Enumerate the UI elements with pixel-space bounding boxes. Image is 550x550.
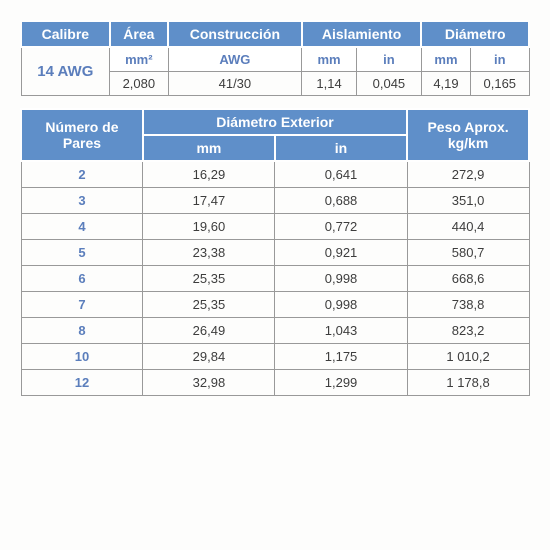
cell-peso: 580,7	[407, 240, 529, 266]
table-row: 725,350,998738,8	[21, 292, 529, 318]
spec-table-2: Número de Pares Diámetro Exterior Peso A…	[20, 108, 530, 396]
cell-in: 0,921	[275, 240, 407, 266]
sub-ais-mm: mm	[302, 47, 357, 72]
sub-diam-mm: mm	[421, 47, 470, 72]
col-pares: Número de Pares	[21, 109, 143, 161]
cell-peso: 738,8	[407, 292, 529, 318]
cell-in: 0,998	[275, 292, 407, 318]
cell-mm: 26,49	[143, 318, 275, 344]
cell-ais-mm: 1,14	[302, 72, 357, 96]
cell-pares: 8	[21, 318, 143, 344]
cell-pares: 6	[21, 266, 143, 292]
cell-peso: 351,0	[407, 188, 529, 214]
sub-in: in	[275, 135, 407, 161]
cell-in: 1,299	[275, 370, 407, 396]
cell-mm: 32,98	[143, 370, 275, 396]
table-row: 826,491,043823,2	[21, 318, 529, 344]
cell-pares: 10	[21, 344, 143, 370]
spec-table-1: Calibre Área Construcción Aislamiento Di…	[20, 20, 530, 96]
cell-construccion: 41/30	[168, 72, 302, 96]
sub-ais-in: in	[356, 47, 421, 72]
col-diam-ext: Diámetro Exterior	[143, 109, 407, 135]
col-area: Área	[110, 21, 168, 47]
col-aislamiento: Aislamiento	[302, 21, 422, 47]
cell-mm: 17,47	[143, 188, 275, 214]
col-calibre: Calibre	[21, 21, 110, 47]
cell-in: 0,688	[275, 188, 407, 214]
table-row: 625,350,998668,6	[21, 266, 529, 292]
cell-calibre: 14 AWG	[21, 47, 110, 96]
cell-in: 0,641	[275, 161, 407, 188]
sub-area: mm²	[110, 47, 168, 72]
cell-mm: 23,38	[143, 240, 275, 266]
cell-diam-mm: 4,19	[421, 72, 470, 96]
cell-pares: 12	[21, 370, 143, 396]
cell-pares: 4	[21, 214, 143, 240]
cell-in: 1,043	[275, 318, 407, 344]
sub-diam-in: in	[471, 47, 529, 72]
cell-pares: 3	[21, 188, 143, 214]
cell-in: 0,998	[275, 266, 407, 292]
sub-mm: mm	[143, 135, 275, 161]
cell-pares: 7	[21, 292, 143, 318]
cell-peso: 1 010,2	[407, 344, 529, 370]
table-row: 317,470,688351,0	[21, 188, 529, 214]
table-row: 216,290,641272,9	[21, 161, 529, 188]
cell-peso: 440,4	[407, 214, 529, 240]
cell-peso: 823,2	[407, 318, 529, 344]
cell-mm: 16,29	[143, 161, 275, 188]
cell-peso: 272,9	[407, 161, 529, 188]
cell-mm: 19,60	[143, 214, 275, 240]
table-row: 523,380,921580,7	[21, 240, 529, 266]
table-row: 419,600,772440,4	[21, 214, 529, 240]
sub-construccion: AWG	[168, 47, 302, 72]
cell-mm: 25,35	[143, 266, 275, 292]
cell-pares: 5	[21, 240, 143, 266]
col-diametro: Diámetro	[421, 21, 529, 47]
cell-area: 2,080	[110, 72, 168, 96]
cell-in: 1,175	[275, 344, 407, 370]
table-row: 1029,841,1751 010,2	[21, 344, 529, 370]
cell-peso: 1 178,8	[407, 370, 529, 396]
table-row: 1232,981,2991 178,8	[21, 370, 529, 396]
cell-diam-in: 0,165	[471, 72, 529, 96]
col-peso: Peso Aprox. kg/km	[407, 109, 529, 161]
cell-ais-in: 0,045	[356, 72, 421, 96]
cell-mm: 29,84	[143, 344, 275, 370]
cell-peso: 668,6	[407, 266, 529, 292]
cell-in: 0,772	[275, 214, 407, 240]
col-construccion: Construcción	[168, 21, 302, 47]
cell-mm: 25,35	[143, 292, 275, 318]
cell-pares: 2	[21, 161, 143, 188]
